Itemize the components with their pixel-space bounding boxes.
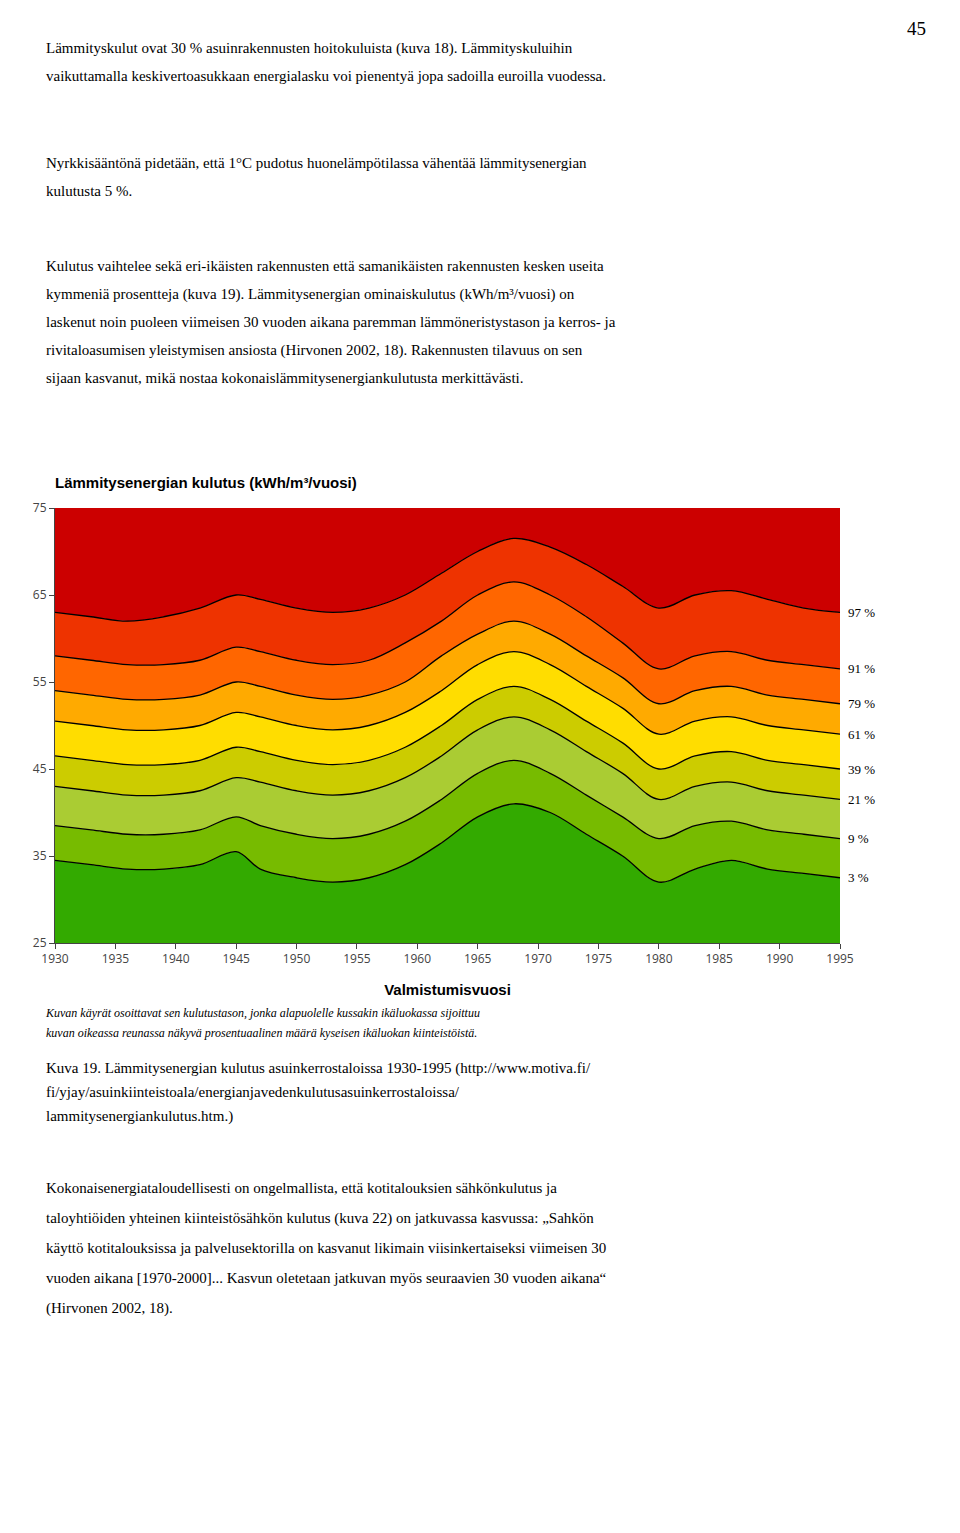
svg-text:1960: 1960 xyxy=(404,950,432,967)
html-text:sijaan kasvanut, mikä nostaa k: sijaan kasvanut, mikä nostaa kokonaisläm… xyxy=(46,370,524,386)
html-text:rivitaloasumisen yleistymisen: rivitaloasumisen yleistymisen ansiosta (… xyxy=(46,342,583,358)
svg-text:21 %: 21 % xyxy=(848,792,875,807)
svg-text:1950: 1950 xyxy=(283,950,311,967)
svg-text:Lämmitysenergian kulutus (kWh/: Lämmitysenergian kulutus (kWh/m³/vuosi) xyxy=(55,474,357,491)
html-text:45: 45 xyxy=(907,18,926,39)
svg-text:1930: 1930 xyxy=(41,950,69,967)
html-text:vaikuttamalla keskivertoasukka: vaikuttamalla keskivertoasukkaan energia… xyxy=(46,68,606,84)
svg-text:97 %: 97 % xyxy=(848,605,875,620)
svg-text:1990: 1990 xyxy=(766,950,794,967)
html-text:Lämmityskulut ovat 30 % asuinr: Lämmityskulut ovat 30 % asuinrakennusten… xyxy=(46,40,573,56)
svg-text:25: 25 xyxy=(33,934,47,951)
html-text:käyttö kotitalouksissa ja palv: käyttö kotitalouksissa ja palvelusektori… xyxy=(46,1240,607,1256)
svg-text:Valmistumisvuosi: Valmistumisvuosi xyxy=(384,981,511,998)
svg-text:75: 75 xyxy=(33,499,47,516)
svg-text:1965: 1965 xyxy=(464,950,492,967)
svg-text:45: 45 xyxy=(33,760,47,777)
svg-text:1945: 1945 xyxy=(222,950,250,967)
svg-text:55: 55 xyxy=(33,673,47,690)
svg-text:1935: 1935 xyxy=(102,950,130,967)
html-text:lammitysenergiankulutus.htm.): lammitysenergiankulutus.htm.) xyxy=(46,1108,234,1124)
html-text:taloyhtiöiden yhteinen kiintei: taloyhtiöiden yhteinen kiinteistösähkön … xyxy=(46,1210,594,1226)
html-text:Nyrkkisääntönä pidetään, että: Nyrkkisääntönä pidetään, että 1°C pudotu… xyxy=(46,155,587,171)
html-text:(Hirvonen 2002, 18).: (Hirvonen 2002, 18). xyxy=(46,1300,173,1316)
svg-text:3 %: 3 % xyxy=(848,870,869,885)
svg-text:1970: 1970 xyxy=(524,950,552,967)
svg-text:1995: 1995 xyxy=(826,950,854,967)
svg-text:79 %: 79 % xyxy=(848,696,875,711)
svg-text:61 %: 61 % xyxy=(848,727,875,742)
svg-text:1985: 1985 xyxy=(706,950,734,967)
html-text:laskenut noin puoleen viimeise: laskenut noin puoleen viimeisen 30 vuode… xyxy=(46,314,616,330)
svg-text:1975: 1975 xyxy=(585,950,613,967)
svg-text:9 %: 9 % xyxy=(848,831,869,846)
svg-text:1980: 1980 xyxy=(645,950,673,967)
svg-text:39 %: 39 % xyxy=(848,762,875,777)
svg-text:1955: 1955 xyxy=(343,950,371,967)
html-text:Kulutus vaihtelee sekä eri-ikä: Kulutus vaihtelee sekä eri-ikäisten rake… xyxy=(46,258,604,274)
html-text:kulutusta 5 %.: kulutusta 5 %. xyxy=(46,183,133,199)
html-text:Kokonaisenergiataloudellisesti: Kokonaisenergiataloudellisesti on ongelm… xyxy=(46,1180,557,1196)
html-text:Kuvan käyrät osoittavat sen ku: Kuvan käyrät osoittavat sen kulutustason… xyxy=(46,1006,480,1020)
html-text:Kuva 19. Lämmitysenergian kulu: Kuva 19. Lämmitysenergian kulutus asuink… xyxy=(46,1060,591,1076)
html-text:fi/yjay/asuinkiinteistoala/ene: fi/yjay/asuinkiinteistoala/energianjaved… xyxy=(46,1084,459,1100)
html-text:kuvan oikeassa reunassa näkyvä: kuvan oikeassa reunassa näkyvä prosentua… xyxy=(46,1026,478,1040)
html-text:kymmeniä prosentteja (kuva 19): kymmeniä prosentteja (kuva 19). Lämmitys… xyxy=(46,286,575,302)
svg-text:91 %: 91 % xyxy=(848,661,875,676)
svg-text:35: 35 xyxy=(33,847,47,864)
svg-text:65: 65 xyxy=(33,586,47,603)
html-text:vuoden aikana [1970-2000]... K: vuoden aikana [1970-2000]... Kasvun olet… xyxy=(46,1270,607,1286)
svg-text:1940: 1940 xyxy=(162,950,190,967)
